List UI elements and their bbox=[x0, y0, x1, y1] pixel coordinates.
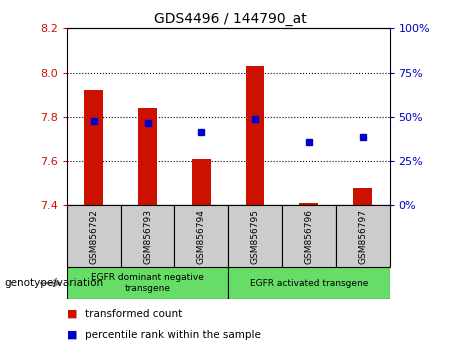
Text: GSM856794: GSM856794 bbox=[197, 209, 206, 264]
Bar bbox=[282, 205, 336, 267]
Bar bbox=[192, 159, 211, 205]
Bar bbox=[67, 267, 228, 299]
Text: ■: ■ bbox=[67, 330, 81, 340]
Text: transformed count: transformed count bbox=[85, 309, 183, 319]
Text: genotype/variation: genotype/variation bbox=[5, 278, 104, 288]
Bar bbox=[228, 205, 282, 267]
Bar bbox=[336, 205, 390, 267]
Bar bbox=[300, 203, 318, 205]
Text: ■: ■ bbox=[67, 309, 81, 319]
Text: GSM856793: GSM856793 bbox=[143, 209, 152, 264]
Text: percentile rank within the sample: percentile rank within the sample bbox=[85, 330, 261, 340]
Bar bbox=[246, 66, 265, 205]
Text: GDS4496 / 144790_at: GDS4496 / 144790_at bbox=[154, 12, 307, 27]
Text: EGFR dominant negative
transgene: EGFR dominant negative transgene bbox=[91, 274, 204, 293]
Text: GSM856797: GSM856797 bbox=[358, 209, 367, 264]
Text: GSM856792: GSM856792 bbox=[89, 209, 98, 264]
Bar bbox=[84, 90, 103, 205]
Bar bbox=[174, 205, 228, 267]
Text: GSM856795: GSM856795 bbox=[251, 209, 260, 264]
Bar bbox=[121, 205, 174, 267]
Bar bbox=[67, 205, 121, 267]
Text: GSM856796: GSM856796 bbox=[304, 209, 313, 264]
Bar bbox=[228, 267, 390, 299]
Bar bbox=[138, 108, 157, 205]
Text: EGFR activated transgene: EGFR activated transgene bbox=[250, 279, 368, 288]
Bar bbox=[353, 188, 372, 205]
